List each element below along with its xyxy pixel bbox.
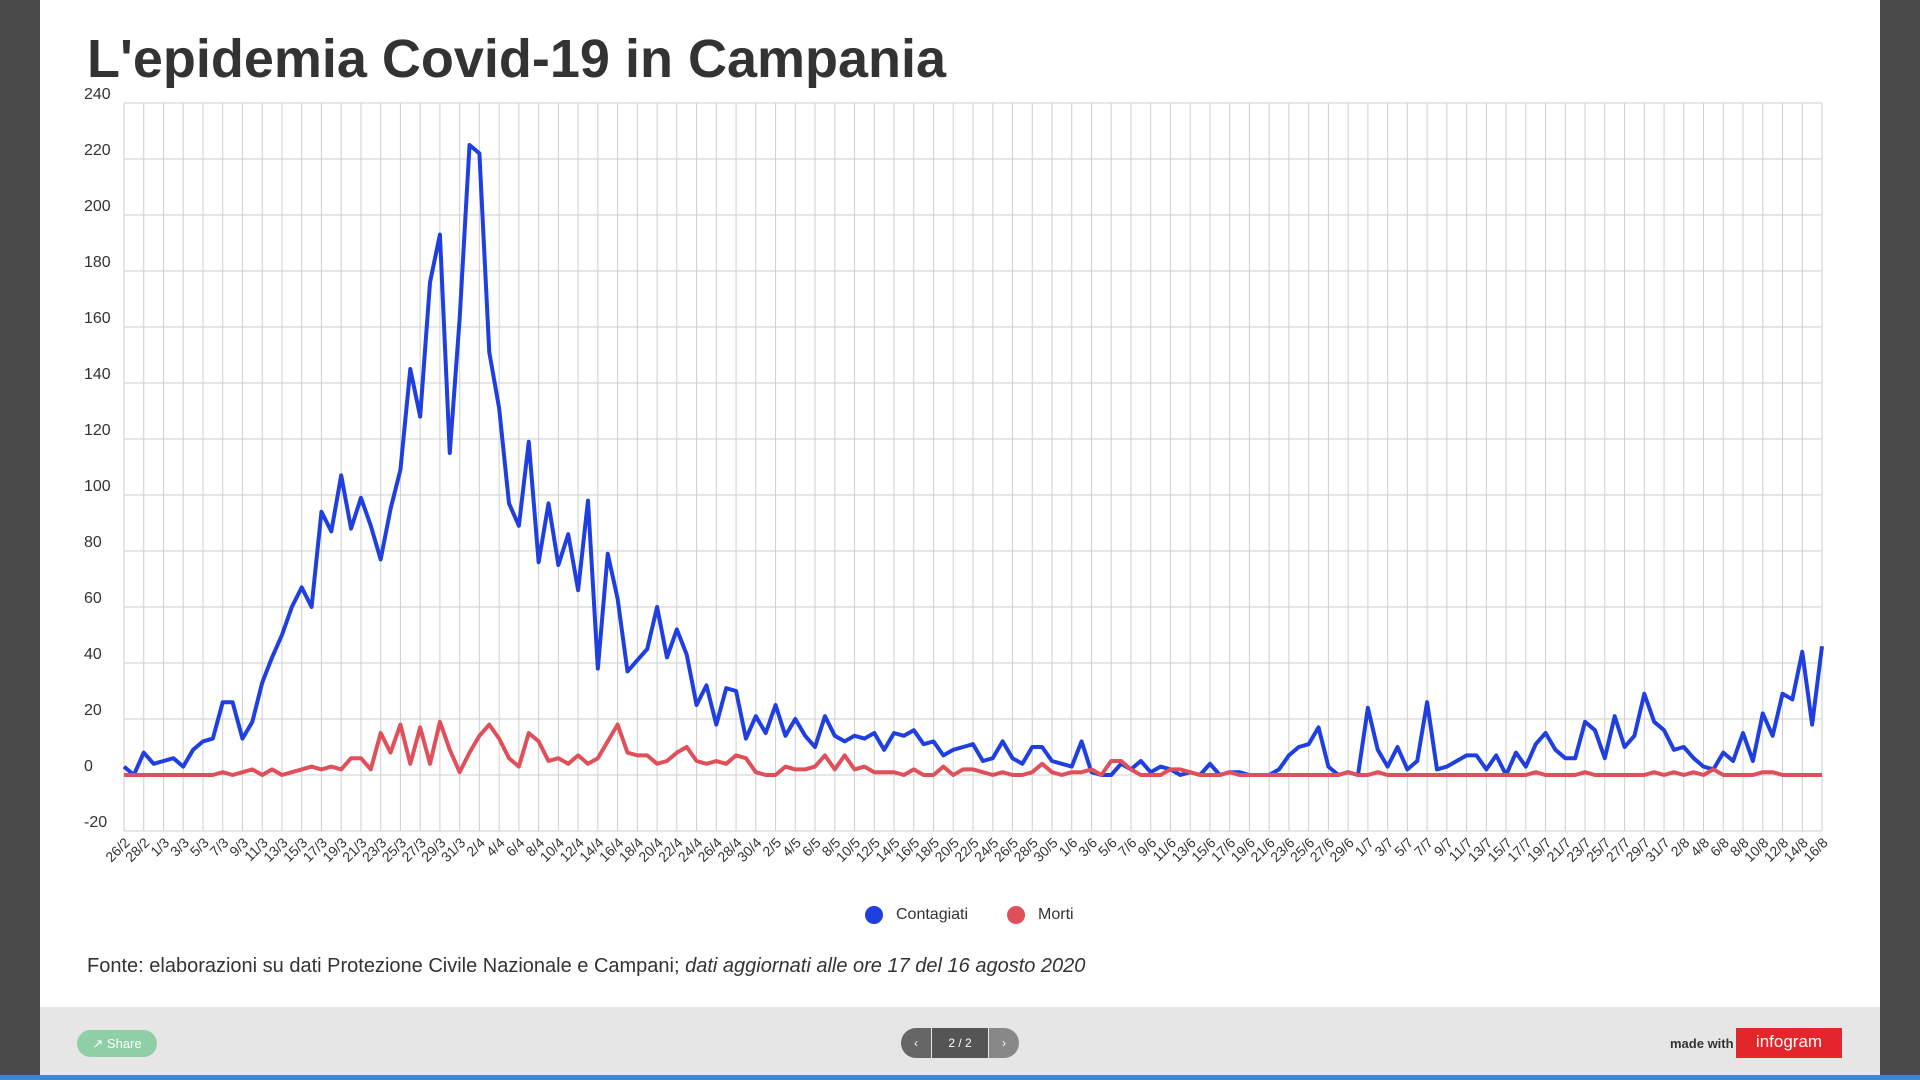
- y-tick-label: 100: [84, 478, 111, 495]
- source: Fonte: elaborazioni su dati Protezione C…: [87, 955, 1085, 978]
- y-tick-label: 40: [84, 646, 102, 663]
- page-indicator: 2 / 2: [932, 1028, 988, 1058]
- legend-label: Contagiati: [896, 906, 968, 923]
- legend-label: Morti: [1038, 906, 1074, 923]
- pager: ‹ 2 / 2 ›: [901, 1028, 1019, 1058]
- y-tick-label: 60: [84, 590, 102, 607]
- prev-button[interactable]: ‹: [901, 1028, 931, 1058]
- y-tick-label: 120: [84, 422, 111, 439]
- chart-title: L'epidemia Covid-19 in Campania: [87, 29, 947, 89]
- legend-swatch: [1007, 906, 1026, 924]
- y-tick-label: 220: [84, 142, 111, 159]
- bottom-strip: [0, 1075, 1920, 1080]
- share-button[interactable]: ↗ Share: [77, 1030, 157, 1057]
- share-label: Share: [106, 1036, 142, 1051]
- x-tick-label: 16/8: [1800, 834, 1831, 865]
- y-tick-label: 160: [84, 310, 111, 327]
- y-tick-label: -20: [84, 814, 107, 831]
- y-tick-label: 0: [84, 758, 93, 775]
- y-tick-label: 20: [84, 702, 102, 719]
- y-tick-label: 200: [84, 198, 111, 215]
- source-note: dati aggiornati alle ore 17 del 16 agost…: [685, 955, 1086, 977]
- source-text: Fonte: elaborazioni su dati Protezione C…: [87, 955, 680, 977]
- y-tick-label: 80: [84, 534, 102, 551]
- y-tick-label: 180: [84, 254, 111, 271]
- brand-badge[interactable]: infogram: [1736, 1028, 1842, 1058]
- series-line: [124, 719, 1822, 777]
- y-tick-label: 140: [84, 366, 111, 383]
- y-tick-label: 240: [84, 86, 111, 103]
- chart: -2002040608010012014016018020022024026/2…: [84, 86, 1831, 924]
- series-line: [122, 143, 1824, 777]
- next-button[interactable]: ›: [989, 1028, 1019, 1058]
- legend-swatch: [865, 906, 883, 924]
- made-with: made with: [1670, 1036, 1734, 1051]
